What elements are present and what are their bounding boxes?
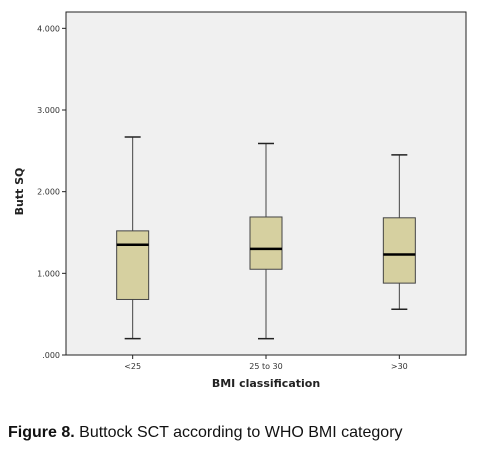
y-tick-label: 4.000 bbox=[37, 24, 60, 33]
y-tick-label: 3.000 bbox=[37, 106, 60, 115]
box bbox=[382, 217, 416, 284]
figure-caption: Figure 8. Buttock SCT according to WHO B… bbox=[8, 424, 403, 442]
x-tick-label: 25 to 30 bbox=[249, 362, 282, 371]
x-axis-title: BMI classification bbox=[212, 377, 320, 390]
y-tick-label: .000 bbox=[42, 351, 60, 360]
x-tick-label: >30 bbox=[391, 362, 408, 371]
y-axis-title: Butt SQ bbox=[13, 168, 26, 216]
y-tick-label: 1.000 bbox=[37, 269, 60, 278]
box bbox=[116, 230, 150, 300]
caption-text: Buttock SCT according to WHO BMI categor… bbox=[79, 424, 403, 441]
x-tick-label: <25 bbox=[124, 362, 141, 371]
y-tick-label: 2.000 bbox=[37, 188, 60, 197]
box bbox=[249, 216, 283, 270]
boxplot-chart: .000 1.000 2.000 3.000 4.000 <25 25 to 30 >30 BM… bbox=[13, 11, 467, 390]
caption-label: Figure 8. bbox=[8, 424, 75, 441]
